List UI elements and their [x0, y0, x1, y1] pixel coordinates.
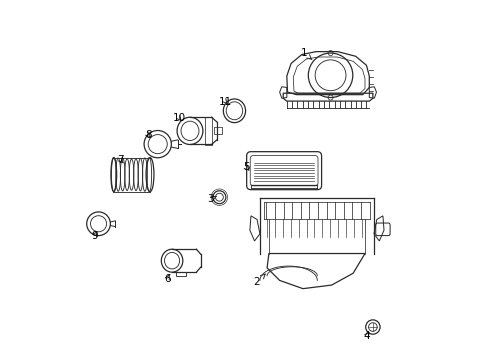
- Text: 9: 9: [91, 231, 98, 240]
- Text: 10: 10: [172, 113, 185, 123]
- Text: 2: 2: [253, 274, 265, 287]
- Bar: [175, 272, 185, 276]
- Bar: [214, 127, 221, 134]
- Bar: [204, 117, 211, 145]
- Text: 11: 11: [219, 97, 232, 107]
- Text: 5: 5: [243, 162, 249, 172]
- Text: 7: 7: [117, 155, 124, 165]
- Text: 8: 8: [145, 130, 152, 140]
- Text: 4: 4: [363, 331, 369, 341]
- Text: 3: 3: [207, 194, 216, 204]
- Text: 6: 6: [164, 274, 170, 284]
- Text: 1: 1: [300, 48, 311, 60]
